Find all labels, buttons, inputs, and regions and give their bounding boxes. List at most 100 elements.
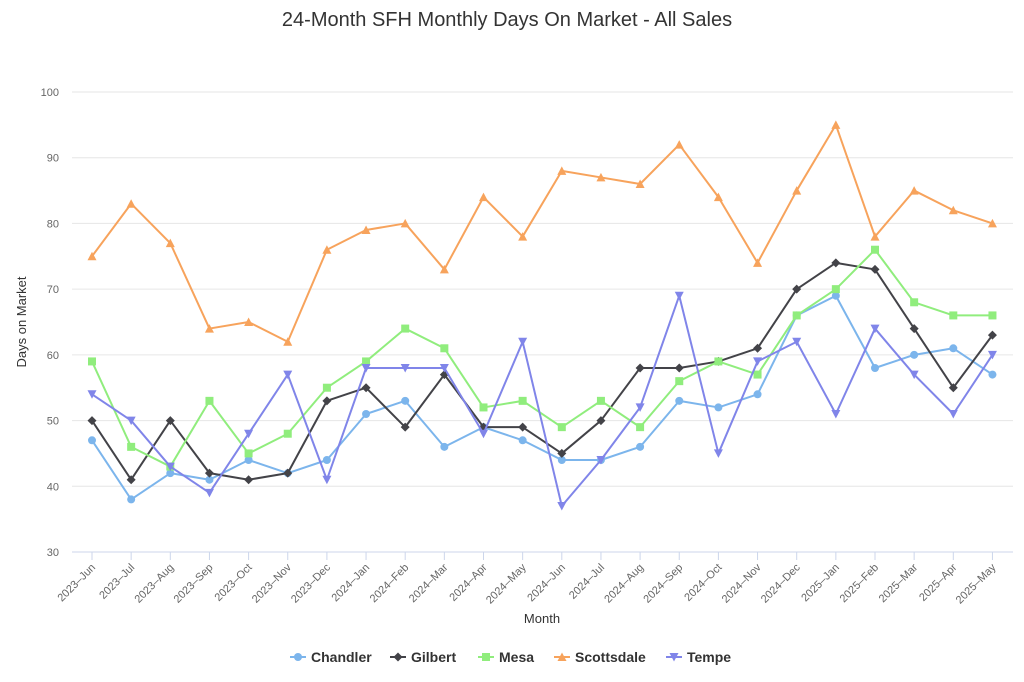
data-point-chandler[interactable] xyxy=(949,344,958,353)
data-point-gilbert[interactable] xyxy=(792,284,802,294)
data-point-scottsdale[interactable] xyxy=(400,218,410,228)
data-point-gilbert[interactable] xyxy=(674,363,684,373)
data-point-gilbert[interactable] xyxy=(518,422,528,432)
legend-item-gilbert[interactable]: Gilbert xyxy=(390,649,456,665)
data-point-tempe[interactable] xyxy=(400,364,410,373)
data-point-tempe[interactable] xyxy=(557,502,567,511)
data-point-scottsdale[interactable] xyxy=(635,179,645,189)
data-point-gilbert[interactable] xyxy=(635,363,645,373)
data-point-mesa[interactable] xyxy=(675,377,684,386)
data-point-chandler[interactable] xyxy=(714,403,723,412)
data-point-tempe[interactable] xyxy=(674,291,684,301)
data-point-chandler[interactable] xyxy=(244,456,253,464)
data-point-scottsdale[interactable] xyxy=(713,192,723,202)
data-point-gilbert[interactable] xyxy=(126,475,136,485)
data-point-chandler[interactable] xyxy=(127,495,136,504)
data-point-chandler[interactable] xyxy=(166,469,175,478)
data-point-tempe[interactable] xyxy=(479,429,488,439)
data-point-gilbert[interactable] xyxy=(87,416,97,426)
data-point-chandler[interactable] xyxy=(362,410,371,418)
data-point-chandler[interactable] xyxy=(988,370,997,379)
legend-item-mesa[interactable]: Mesa xyxy=(478,649,534,665)
legend[interactable]: Chandler Gilbert Mesa Scottsdale Tempe xyxy=(290,649,731,665)
data-point-scottsdale[interactable] xyxy=(165,238,175,248)
data-point-tempe[interactable] xyxy=(909,370,919,380)
data-point-gilbert[interactable] xyxy=(909,324,919,334)
data-point-gilbert[interactable] xyxy=(753,343,763,353)
data-point-tempe[interactable] xyxy=(831,410,841,419)
data-point-mesa[interactable] xyxy=(753,370,762,379)
data-point-scottsdale[interactable] xyxy=(674,140,684,149)
data-point-gilbert[interactable] xyxy=(831,258,841,268)
data-point-scottsdale[interactable] xyxy=(87,251,97,261)
data-point-chandler[interactable] xyxy=(322,456,331,464)
data-point-gilbert[interactable] xyxy=(361,383,371,393)
data-point-mesa[interactable] xyxy=(401,324,410,333)
data-point-scottsdale[interactable] xyxy=(244,317,254,327)
data-point-mesa[interactable] xyxy=(988,311,997,320)
data-point-tempe[interactable] xyxy=(165,462,175,472)
data-point-mesa[interactable] xyxy=(440,344,449,353)
data-point-mesa[interactable] xyxy=(244,449,253,458)
data-point-scottsdale[interactable] xyxy=(753,258,763,267)
data-point-gilbert[interactable] xyxy=(948,383,958,393)
data-point-scottsdale[interactable] xyxy=(479,192,488,202)
data-point-tempe[interactable] xyxy=(596,456,606,465)
data-point-chandler[interactable] xyxy=(518,436,527,445)
data-point-tempe[interactable] xyxy=(87,390,97,399)
data-point-chandler[interactable] xyxy=(753,390,762,399)
data-point-mesa[interactable] xyxy=(518,396,527,405)
data-point-chandler[interactable] xyxy=(205,475,214,484)
data-point-tempe[interactable] xyxy=(792,337,802,347)
data-point-scottsdale[interactable] xyxy=(204,324,214,333)
data-point-chandler[interactable] xyxy=(675,396,684,405)
data-point-chandler[interactable] xyxy=(871,364,879,372)
data-point-gilbert[interactable] xyxy=(557,448,567,458)
data-point-tempe[interactable] xyxy=(753,357,763,366)
data-point-mesa[interactable] xyxy=(871,245,879,254)
data-point-chandler[interactable] xyxy=(557,456,566,464)
data-point-scottsdale[interactable] xyxy=(322,245,332,254)
data-point-chandler[interactable] xyxy=(636,442,645,451)
data-point-chandler[interactable] xyxy=(440,442,449,451)
data-point-gilbert[interactable] xyxy=(322,396,332,406)
data-point-tempe[interactable] xyxy=(361,364,371,373)
data-point-scottsdale[interactable] xyxy=(909,186,919,195)
data-point-gilbert[interactable] xyxy=(987,330,997,340)
data-point-mesa[interactable] xyxy=(910,298,919,307)
data-point-scottsdale[interactable] xyxy=(987,218,997,228)
data-point-scottsdale[interactable] xyxy=(126,199,136,208)
data-point-mesa[interactable] xyxy=(949,311,958,320)
data-point-scottsdale[interactable] xyxy=(792,186,802,195)
data-point-gilbert[interactable] xyxy=(596,416,606,426)
data-point-tempe[interactable] xyxy=(635,403,645,412)
data-point-mesa[interactable] xyxy=(362,357,371,366)
data-point-mesa[interactable] xyxy=(88,357,96,366)
data-point-scottsdale[interactable] xyxy=(948,205,958,215)
data-point-tempe[interactable] xyxy=(870,324,880,334)
data-point-chandler[interactable] xyxy=(401,396,410,405)
data-point-tempe[interactable] xyxy=(126,416,136,426)
data-point-mesa[interactable] xyxy=(596,396,605,405)
data-point-mesa[interactable] xyxy=(127,442,136,451)
data-point-tempe[interactable] xyxy=(283,370,293,380)
data-point-gilbert[interactable] xyxy=(244,475,254,485)
data-point-tempe[interactable] xyxy=(439,364,449,373)
legend-item-chandler[interactable]: Chandler xyxy=(290,649,372,665)
data-point-scottsdale[interactable] xyxy=(596,172,606,182)
legend-item-scottsdale[interactable]: Scottsdale xyxy=(554,649,646,665)
data-point-mesa[interactable] xyxy=(479,403,488,412)
data-point-gilbert[interactable] xyxy=(283,468,293,478)
data-point-tempe[interactable] xyxy=(948,410,958,419)
data-point-scottsdale[interactable] xyxy=(831,120,841,129)
data-point-tempe[interactable] xyxy=(987,350,997,360)
data-point-mesa[interactable] xyxy=(322,383,331,392)
data-point-mesa[interactable] xyxy=(714,357,723,366)
data-point-scottsdale[interactable] xyxy=(439,264,449,274)
data-point-chandler[interactable] xyxy=(831,291,840,300)
data-point-mesa[interactable] xyxy=(792,311,801,320)
data-point-gilbert[interactable] xyxy=(870,264,880,274)
data-point-mesa[interactable] xyxy=(831,285,840,294)
data-point-mesa[interactable] xyxy=(283,429,292,438)
data-point-mesa[interactable] xyxy=(636,423,645,432)
